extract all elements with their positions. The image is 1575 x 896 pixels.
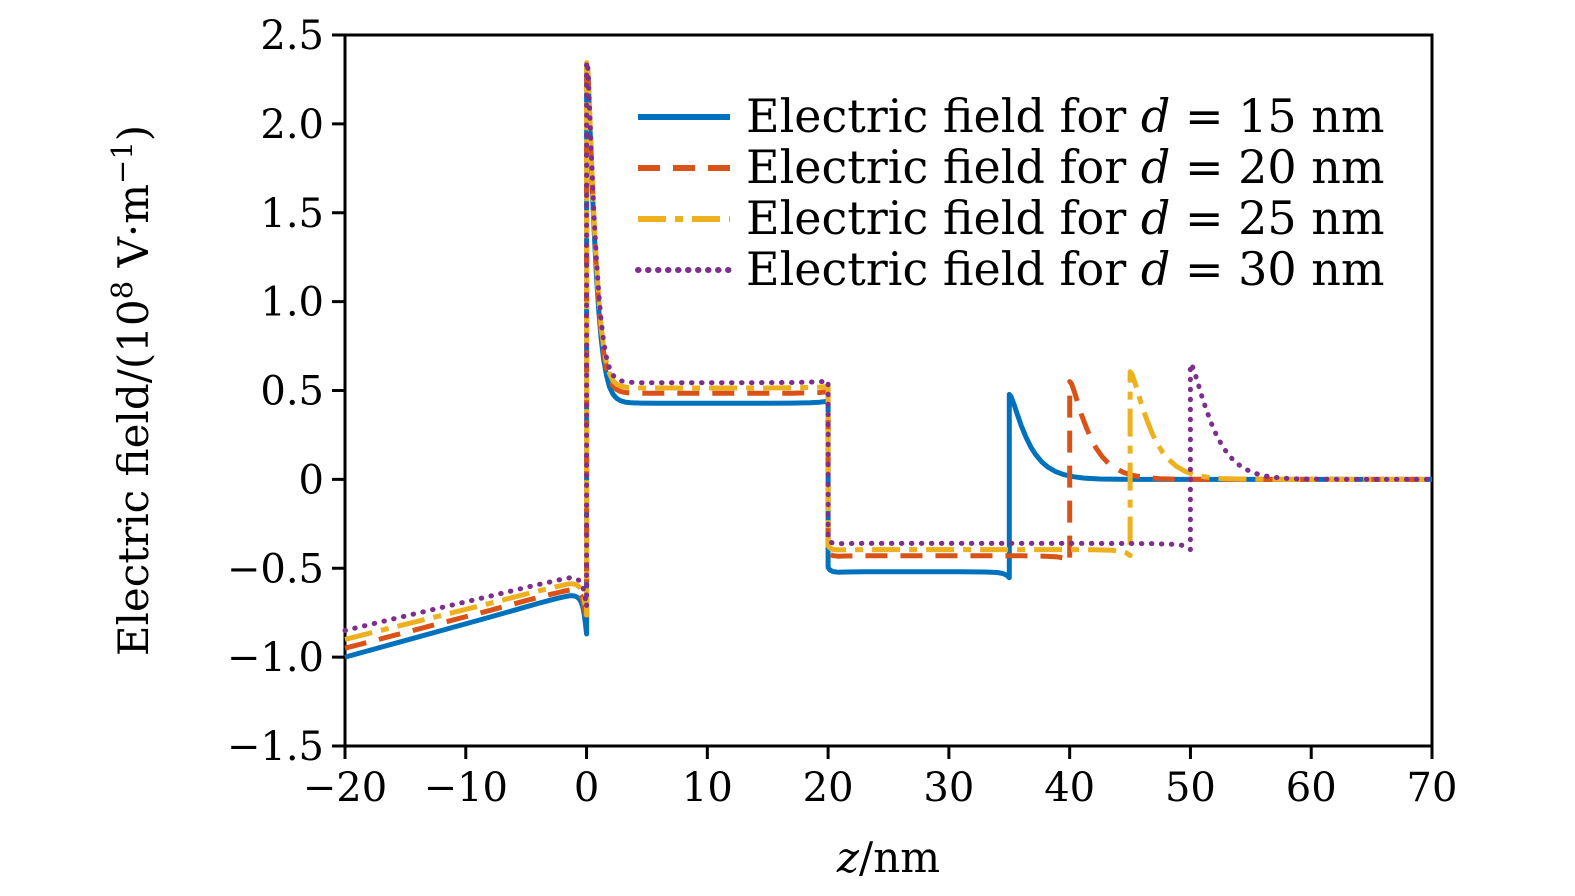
y-tick-label-4: 0.5 (260, 369, 324, 415)
x-tick-label-0: −20 (303, 765, 387, 811)
x-tick-label-5: 30 (923, 765, 974, 811)
x-axis-label: z/nm (836, 833, 940, 882)
y-axis-label: Electric field/(108 V·m−1) (105, 125, 158, 656)
y-tick-label-3: 0 (299, 457, 324, 503)
legend-label-0: Electric field for d = 15 nm (746, 89, 1385, 143)
series-line-2 (344, 60, 1432, 642)
series-line-0 (344, 62, 1432, 660)
y-tick-label-6: 1.5 (260, 191, 324, 237)
legend-label-2: Electric field for d = 25 nm (746, 191, 1385, 245)
x-tick-label-6: 40 (1044, 765, 1095, 811)
y-tick-label-0: −1.5 (227, 724, 324, 770)
y-tick-label-2: −0.5 (227, 546, 324, 592)
x-tick-label-1: −10 (424, 765, 508, 811)
y-tick-label-8: 2.5 (260, 13, 324, 59)
x-tick-label-7: 50 (1165, 765, 1216, 811)
x-tick-label-8: 60 (1286, 765, 1337, 811)
y-tick-label-5: 1.0 (260, 280, 324, 326)
series-line-3 (342, 59, 1435, 633)
x-tick-label-2: 0 (574, 765, 599, 811)
x-tick-label-3: 10 (682, 765, 733, 811)
x-tick-label-9: 70 (1407, 765, 1458, 811)
y-tick-label-1: −1.0 (227, 635, 324, 681)
series-line-1 (344, 60, 1432, 651)
legend-label-1: Electric field for d = 20 nm (746, 140, 1385, 194)
legend-label-3: Electric field for d = 30 nm (746, 242, 1385, 296)
y-tick-label-7: 2.0 (260, 102, 324, 148)
x-tick-label-4: 20 (803, 765, 854, 811)
